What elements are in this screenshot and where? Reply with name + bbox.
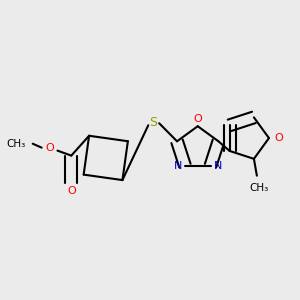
Text: O: O [274,133,283,143]
Text: N: N [174,161,182,171]
Text: O: O [67,186,76,196]
Text: CH₃: CH₃ [7,139,26,149]
Text: CH₃: CH₃ [249,183,268,193]
Text: N: N [214,161,222,171]
Text: O: O [45,143,54,153]
Text: O: O [194,114,202,124]
Text: S: S [149,116,157,129]
